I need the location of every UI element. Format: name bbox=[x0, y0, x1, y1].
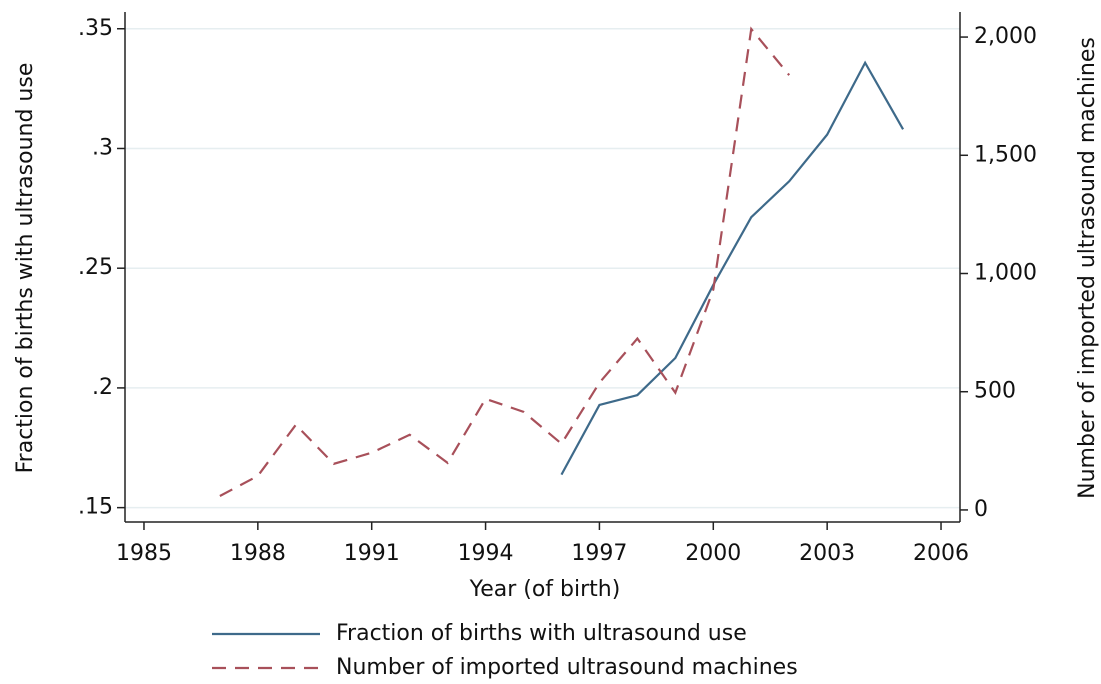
x-tick-label: 1997 bbox=[571, 541, 627, 566]
legend-label: Fraction of births with ultrasound use bbox=[336, 621, 747, 646]
x-tick-label: 1985 bbox=[116, 541, 172, 566]
y-tick-label: .25 bbox=[78, 255, 113, 280]
x-tick-label: 2003 bbox=[799, 541, 855, 566]
y-tick-label: .3 bbox=[92, 135, 113, 160]
x-axis-title: Year (of birth) bbox=[469, 577, 621, 602]
y2-tick-label: 500 bbox=[974, 379, 1016, 404]
y2-tick-label: 1,000 bbox=[974, 261, 1037, 286]
y2-tick-label: 1,500 bbox=[974, 142, 1037, 167]
y-tick-label: .2 bbox=[92, 375, 113, 400]
y2-axis-title: Number of imported ultrasound machines bbox=[1075, 37, 1100, 499]
y-tick-label: .35 bbox=[78, 16, 113, 41]
y-tick-label: .15 bbox=[78, 495, 113, 520]
x-tick-label: 1991 bbox=[344, 541, 400, 566]
y2-tick-label: 0 bbox=[974, 497, 988, 522]
series-line bbox=[219, 26, 791, 497]
x-tick-label: 2000 bbox=[685, 541, 741, 566]
y-axis-title: Fraction of births with ultrasound use bbox=[13, 63, 38, 474]
y2-tick-label: 2,000 bbox=[974, 24, 1037, 49]
legend-label: Number of imported ultrasound machines bbox=[336, 655, 798, 680]
x-tick-label: 2006 bbox=[913, 541, 969, 566]
series-line bbox=[560, 60, 905, 476]
x-tick-label: 1988 bbox=[230, 541, 286, 566]
x-tick-label: 1994 bbox=[458, 541, 514, 566]
